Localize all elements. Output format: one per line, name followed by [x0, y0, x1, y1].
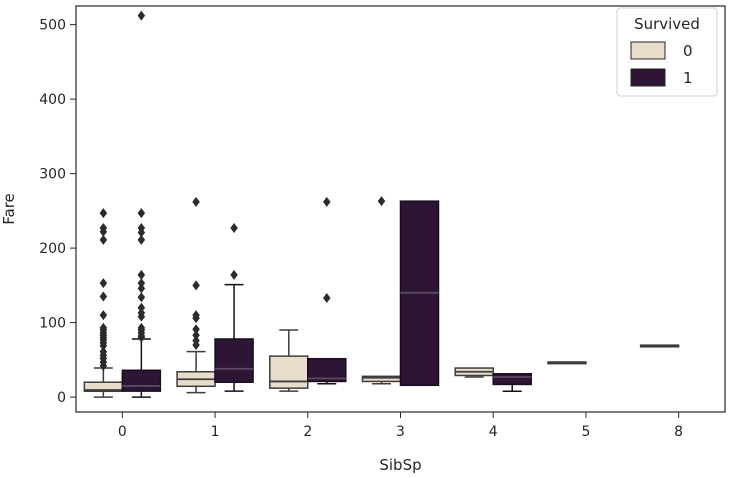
box-group-0-1 — [176, 196, 216, 394]
box-group-0-5 — [547, 361, 587, 365]
outlier-point — [137, 302, 146, 313]
x-tick-label: 0 — [118, 424, 127, 440]
box-group-0-3 — [361, 196, 402, 385]
outlier-point — [230, 269, 238, 280]
box-group-0-0 — [83, 208, 124, 398]
legend-label-0: 0 — [683, 42, 693, 60]
legend-title: Survived — [634, 15, 700, 33]
outlier-point — [99, 310, 108, 321]
x-tick-label: 2 — [303, 424, 312, 440]
outlier-point — [323, 196, 331, 207]
outlier-point — [99, 346, 108, 357]
x-tick-label: 8 — [674, 424, 683, 440]
outlier-point — [137, 269, 146, 280]
x-tick-label: 4 — [489, 424, 498, 440]
outlier-point — [192, 330, 200, 341]
x-tick-label: 5 — [581, 424, 590, 440]
x-tick-label: 1 — [211, 424, 220, 440]
x-tick-label: 3 — [396, 424, 405, 440]
legend-swatch-0 — [630, 41, 666, 60]
outlier-point — [137, 10, 146, 21]
y-tick-label: 100 — [39, 316, 66, 332]
box — [121, 369, 162, 392]
outlier-point — [137, 292, 146, 303]
outlier-point — [137, 208, 146, 219]
legend: Survived 0 1 — [616, 7, 718, 97]
box-group-0-8 — [639, 344, 680, 348]
box-group-1-2 — [307, 196, 347, 385]
y-tick-label: 200 — [39, 241, 66, 257]
outlier-point — [137, 307, 146, 318]
y-tick-label: 300 — [39, 167, 66, 183]
box-group-1-0 — [121, 10, 162, 398]
outlier-point — [192, 335, 200, 346]
legend-swatch-1 — [630, 68, 666, 87]
x-axis-label: SibSp — [379, 456, 421, 474]
outlier-point — [99, 278, 108, 289]
y-tick-label: 400 — [39, 92, 66, 108]
outlier-point — [377, 196, 386, 207]
box-group-0-4 — [454, 367, 494, 378]
outlier-point — [137, 278, 146, 289]
y-axis: 0 100 200 300 400 500 — [39, 18, 76, 406]
outlier-point — [192, 310, 200, 321]
box — [269, 355, 309, 389]
outlier-point — [323, 293, 331, 304]
outlier-point — [137, 222, 146, 233]
outlier-point — [137, 234, 146, 245]
outlier-point — [99, 322, 108, 333]
legend-label-1: 1 — [683, 69, 693, 87]
outlier-point — [99, 222, 108, 233]
outlier-point — [137, 283, 146, 294]
y-tick-label: 0 — [57, 390, 66, 406]
box — [492, 373, 532, 386]
outlier-point — [230, 222, 238, 233]
y-axis-label: Fare — [0, 193, 18, 225]
box — [214, 338, 254, 383]
outlier-point — [137, 322, 146, 333]
outlier-point — [192, 280, 200, 291]
outlier-point — [99, 291, 108, 302]
y-tick-label: 500 — [39, 18, 66, 34]
outlier-point — [192, 324, 200, 335]
plot-area — [83, 10, 680, 398]
outlier-point — [99, 208, 108, 219]
outlier-point — [192, 196, 200, 207]
box-group-1-4 — [492, 373, 532, 392]
box-group-1-3 — [399, 200, 440, 387]
box-group-1-1 — [214, 222, 254, 392]
outlier-point — [99, 234, 108, 245]
box-group-0-2 — [269, 329, 309, 392]
x-axis: 0 1 2 3 4 5 8 — [118, 412, 683, 440]
box — [307, 357, 347, 383]
